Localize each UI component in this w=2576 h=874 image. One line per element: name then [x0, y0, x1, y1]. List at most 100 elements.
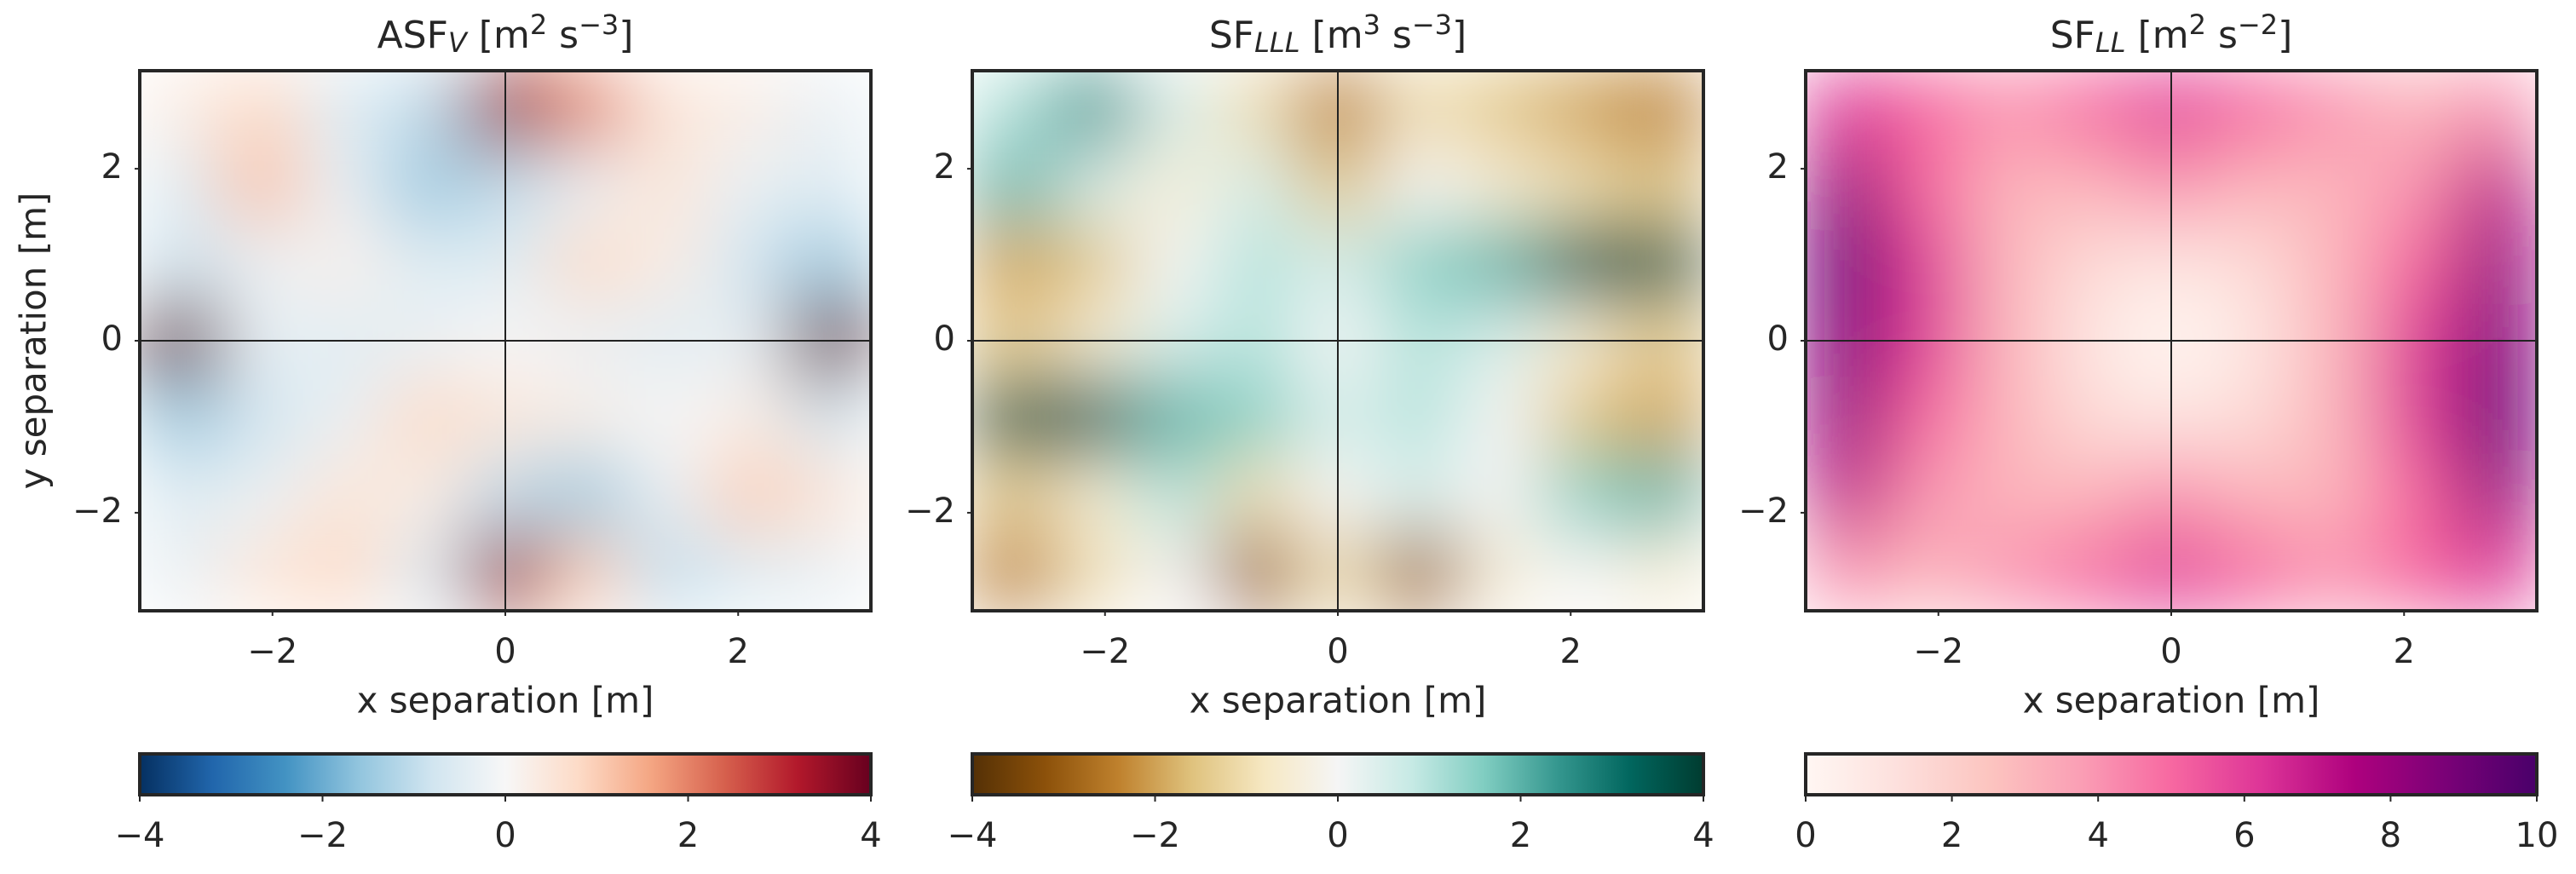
title-part: LLL: [1254, 26, 1300, 59]
heatmap-cell: [627, 532, 710, 611]
heatmap-cell: [1460, 379, 1542, 457]
colorbar-tick-label: 0: [494, 816, 516, 855]
heatmap-cell: [2211, 71, 2294, 149]
title-part: [m: [2126, 14, 2189, 57]
title-part: [m: [467, 14, 530, 57]
heatmap-cell: [2293, 532, 2376, 611]
heatmap-cell: [707, 224, 790, 302]
heatmap-cell: [2455, 224, 2537, 302]
heatmap-cell: [789, 532, 871, 611]
heatmap-cell: [1540, 147, 1622, 227]
heatmap-cell: [1540, 224, 1622, 302]
heatmap-cell: [1215, 224, 1298, 302]
heatmap-cell: [140, 455, 222, 534]
heatmap-cell: [301, 224, 383, 302]
heatmap-cell: [1967, 532, 2049, 611]
title-part: ]: [619, 14, 633, 57]
colorbar-tick-label: 4: [2087, 816, 2108, 855]
heatmap-cell: [2211, 455, 2294, 534]
heatmap-cell: [383, 71, 465, 149]
heatmap-cell: [2373, 379, 2456, 457]
heatmap-cell: [2211, 379, 2294, 457]
heatmap-cell: [2373, 455, 2456, 534]
heatmap: [1806, 71, 2537, 611]
colorbar-tick-label: −2: [297, 816, 348, 855]
colorbar-tick-label: −2: [1130, 816, 1180, 855]
heatmap-cell: [1622, 224, 1703, 302]
heatmap-cell: [1053, 379, 1136, 457]
heatmap-cell: [2293, 147, 2376, 227]
heatmap-cell: [221, 224, 303, 302]
heatmap-cell: [301, 455, 383, 534]
x-axis-label: x separation [m]: [357, 680, 654, 722]
heatmap-cell: [221, 455, 303, 534]
heatmap-cell: [1378, 455, 1461, 534]
heatmap-cell: [1378, 224, 1461, 302]
heatmap-cell: [2373, 147, 2456, 227]
y-tick-label: 2: [934, 147, 955, 187]
title-part: LL: [2095, 26, 2126, 59]
heatmap-cells: [1806, 71, 2537, 611]
y-axis-label: y separation [m]: [13, 193, 55, 490]
x-tick-label: 0: [1327, 632, 1348, 671]
y-tick-label: −2: [72, 492, 123, 531]
y-tick-label: 2: [1767, 147, 1789, 187]
heatmap-cell: [1622, 71, 1703, 149]
title-part: −3: [1412, 9, 1452, 41]
heatmap-cell: [140, 71, 222, 149]
heatmap-cell: [789, 71, 871, 149]
heatmap-cell: [301, 71, 383, 149]
heatmap-cell: [301, 379, 383, 457]
heatmap-cell: [1053, 455, 1136, 534]
heatmap-cell: [2455, 455, 2537, 534]
heatmap-cell: [301, 532, 383, 611]
colorbar-tick-label: 10: [2515, 816, 2559, 855]
chart-title: ASFV​ [m2​ s−3​]: [377, 9, 634, 59]
heatmap-cell: [627, 379, 710, 457]
heatmap-cell: [1806, 532, 1887, 611]
heatmap-cell: [1378, 71, 1461, 149]
heatmap-cell: [1887, 455, 1969, 534]
heatmap-cell: [221, 379, 303, 457]
heatmap-cell: [1378, 532, 1461, 611]
heatmap-cell: [1215, 379, 1298, 457]
heatmap-cell: [972, 379, 1054, 457]
heatmap-cell: [1215, 532, 1298, 611]
heatmap-cell: [140, 379, 222, 457]
heatmap-cell: [221, 71, 303, 149]
y-tick-label: 0: [1767, 319, 1789, 359]
heatmap-cell: [2049, 455, 2131, 534]
heatmap-cells: [972, 71, 1703, 611]
heatmap-cell: [383, 379, 465, 457]
heatmap-cell: [2211, 532, 2294, 611]
heatmap-cell: [972, 455, 1054, 534]
heatmap-cell: [2049, 71, 2131, 149]
heatmap-cell: [1887, 379, 1969, 457]
heatmap-cell: [972, 71, 1054, 149]
x-tick-label: 2: [1560, 632, 1582, 671]
colorbar-tick-label: −4: [948, 816, 998, 855]
heatmap-cell: [1460, 455, 1542, 534]
heatmap-cell: [221, 532, 303, 611]
colorbar: [971, 752, 1705, 796]
heatmap-cell: [972, 224, 1054, 302]
heatmap-cell: [383, 532, 465, 611]
x-tick-label: 0: [2160, 632, 2181, 671]
title-part: s: [1380, 14, 1412, 57]
x-tick-label: 2: [2394, 632, 2415, 671]
heatmap-cell: [1622, 147, 1703, 227]
title-part: −3: [579, 9, 619, 41]
heatmap-cell: [1133, 455, 1216, 534]
heatmap-cell: [2293, 379, 2376, 457]
heatmap-cell: [1133, 379, 1216, 457]
heatmap-cell: [545, 455, 628, 534]
heatmap-cell: [545, 379, 628, 457]
colorbar-tick-label: 2: [1510, 816, 1531, 855]
heatmap-cell: [2373, 71, 2456, 149]
heatmap-cell: [707, 71, 790, 149]
heatmap-cell: [789, 147, 871, 227]
x-tick-label: −2: [1913, 632, 1963, 671]
x-tick-label: −2: [1080, 632, 1130, 671]
heatmap-cell: [972, 147, 1054, 227]
